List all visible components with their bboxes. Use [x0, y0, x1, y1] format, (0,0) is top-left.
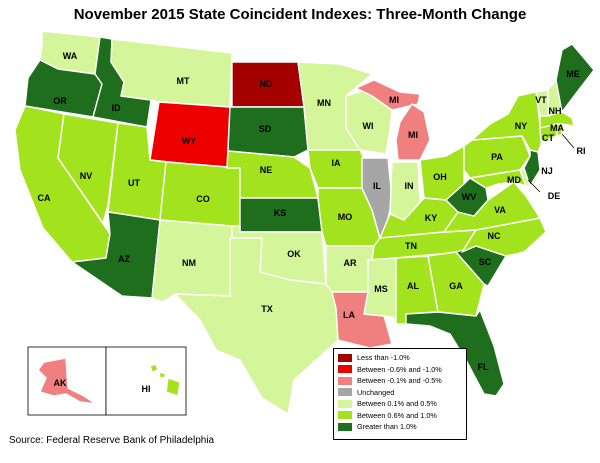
- state-mt: [110, 38, 233, 108]
- legend-label: Between 0.1% and 0.5%: [357, 399, 437, 409]
- state-tx: [174, 237, 339, 415]
- label-in: IN: [405, 181, 414, 191]
- callout-lines: [527, 133, 575, 193]
- label-id: ID: [112, 103, 122, 113]
- state-wy: [149, 101, 231, 169]
- legend-swatch: [338, 376, 352, 385]
- label-az: AZ: [118, 254, 130, 264]
- label-il: IL: [373, 181, 382, 191]
- label-co: CO: [196, 194, 210, 204]
- label-ia: IA: [332, 158, 342, 168]
- state-mi-lower: [395, 103, 431, 161]
- label-vt: VT: [535, 95, 547, 105]
- legend-item: Unchanged: [338, 387, 466, 399]
- legend-item: Less than -1.0%: [338, 352, 466, 364]
- label-ak: AK: [54, 378, 67, 388]
- label-hi: HI: [142, 384, 151, 394]
- state-hi: [149, 363, 181, 397]
- legend-item: Greater than 1.0%: [338, 421, 466, 433]
- label-mo: MO: [338, 212, 353, 222]
- label-ny: NY: [515, 121, 528, 131]
- label-ut: UT: [128, 178, 140, 188]
- label-oh: OH: [433, 172, 447, 182]
- state-ar: [325, 245, 375, 293]
- label-ct: CT: [542, 133, 554, 143]
- state-ia: [307, 149, 369, 189]
- state-ak: [37, 357, 97, 405]
- label-md: MD: [507, 175, 521, 185]
- state-sd: [227, 106, 309, 158]
- legend-swatch: [338, 365, 352, 374]
- legend-item: Between 0.6% and 1.0%: [338, 410, 466, 422]
- legend-swatch: [338, 411, 352, 420]
- legend-label: Between 0.6% and 1.0%: [357, 410, 437, 420]
- label-pa: PA: [491, 152, 503, 162]
- label-ne: NE: [260, 165, 273, 175]
- state-ne: [226, 150, 319, 199]
- label-va: VA: [494, 205, 506, 215]
- label-wy: WY: [182, 136, 197, 146]
- label-mt: MT: [177, 76, 190, 86]
- label-nm: NM: [182, 258, 196, 268]
- legend-item: Between -0.1% and -0.5%: [338, 375, 466, 387]
- label-wi: WI: [363, 121, 374, 131]
- label-mn: MN: [317, 98, 331, 108]
- label-ar: AR: [344, 258, 357, 268]
- label-mi-upper: MI: [389, 95, 399, 105]
- label-la: LA: [343, 310, 355, 320]
- label-ri: RI: [577, 146, 586, 156]
- label-wa: WA: [63, 51, 78, 61]
- legend-swatch: [338, 422, 352, 431]
- label-mi-lower: MI: [408, 130, 418, 140]
- state-nv: [57, 113, 119, 224]
- label-wv: WV: [462, 192, 477, 202]
- label-nj: NJ: [541, 166, 553, 176]
- legend-label: Less than -1.0%: [357, 353, 410, 363]
- label-nd: ND: [260, 79, 273, 89]
- legend-label: Between -0.6% and -1.0%: [357, 364, 442, 374]
- label-tn: TN: [405, 241, 417, 251]
- legend-swatch: [338, 388, 352, 397]
- label-nv: NV: [80, 171, 93, 181]
- label-ga: GA: [449, 281, 463, 291]
- label-de: DE: [548, 191, 561, 201]
- label-ok: OK: [287, 249, 301, 259]
- state-labels: WA OR CA NV ID MT WY UT AZ CO NM ND SD N…: [38, 51, 586, 394]
- legend-swatch: [338, 399, 352, 408]
- source-note: Source: Federal Reserve Bank of Philadel…: [9, 435, 215, 446]
- map-title: November 2015 State Coincident Indexes: …: [73, 6, 527, 23]
- legend-swatch: [338, 353, 352, 362]
- state-wv: [445, 177, 489, 217]
- state-me: [555, 43, 595, 113]
- label-nc: NC: [488, 231, 501, 241]
- label-nh: NH: [549, 106, 562, 116]
- legend-item: Between -0.6% and -1.0%: [338, 364, 466, 376]
- state-fl: [405, 309, 505, 397]
- label-ky: KY: [425, 213, 438, 223]
- label-al: AL: [407, 281, 419, 291]
- label-ma: MA: [550, 123, 564, 133]
- legend-item: Between 0.1% and 0.5%: [338, 398, 466, 410]
- map-legend: Less than -1.0% Between -0.6% and -1.0% …: [333, 348, 467, 440]
- label-fl: FL: [478, 362, 489, 372]
- label-ms: MS: [374, 284, 388, 294]
- label-tx: TX: [261, 304, 273, 314]
- legend-label: Between -0.1% and -0.5%: [357, 376, 442, 386]
- label-me: ME: [566, 69, 580, 79]
- legend-label: Unchanged: [357, 387, 395, 397]
- label-sc: SC: [479, 257, 492, 267]
- label-ca: CA: [38, 193, 51, 203]
- label-ks: KS: [274, 208, 287, 218]
- label-or: OR: [53, 96, 67, 106]
- legend-label: Greater than 1.0%: [357, 422, 417, 432]
- label-sd: SD: [259, 124, 272, 134]
- state-mi-upper: [355, 79, 421, 111]
